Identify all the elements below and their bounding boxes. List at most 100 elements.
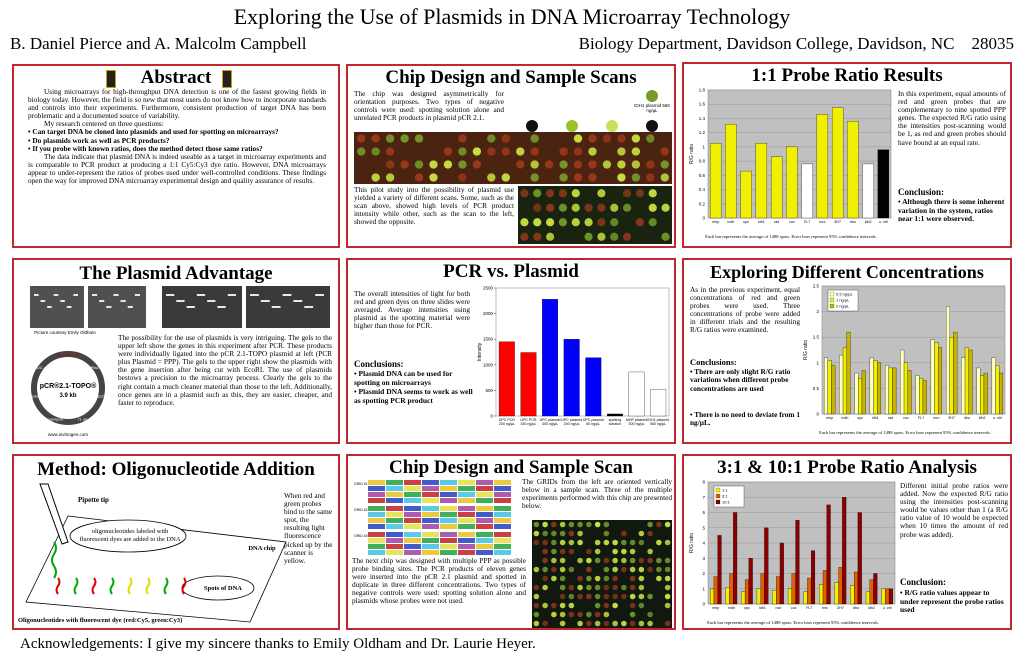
grid-cell [440, 498, 457, 503]
gel-band [227, 294, 236, 296]
gel [162, 286, 242, 328]
source: www.invitrogen.com [48, 432, 88, 437]
y-tick-label: 2 [816, 309, 819, 314]
bar [949, 337, 954, 415]
scan-spot [603, 620, 610, 627]
grid-cell [422, 518, 439, 523]
grid-cell [476, 480, 493, 485]
spot-label: IDH1 plasmid 560 ng/µL [634, 103, 670, 113]
grid-cell [458, 498, 475, 503]
bar [991, 357, 996, 415]
y-tick-label: 2500 [483, 286, 494, 291]
map-label: Kanamycin [43, 417, 63, 422]
grid-cell [404, 492, 421, 497]
scan-spot [577, 521, 583, 528]
scan-spot [558, 218, 568, 227]
grid-cell [440, 544, 457, 549]
scan-spot [597, 189, 606, 198]
label: Oligonucleotides with fluorescent dye (r… [18, 617, 183, 624]
bar [831, 107, 844, 219]
scan-spot [664, 575, 671, 582]
scan-spot [568, 584, 575, 591]
panel-title: PCR vs. Plasmid [443, 261, 579, 282]
legend-swatch [715, 499, 721, 505]
bar [922, 380, 927, 415]
scan-spot [629, 611, 636, 618]
bar [934, 342, 939, 415]
scan-spot [400, 134, 409, 143]
y-axis-label: Intensity [477, 342, 483, 361]
spot [646, 90, 658, 102]
scan-spot [542, 521, 548, 528]
plasmid-panel: The Plasmid Advantage Picture courtesy E… [12, 258, 340, 444]
grid-label: GRID #3 [354, 534, 368, 538]
scan-spot [603, 539, 610, 546]
grid-cell [494, 532, 511, 537]
bar [717, 535, 722, 605]
scan-spot [542, 620, 548, 627]
bar [740, 170, 752, 219]
bar [826, 504, 831, 605]
conclusion: • R/G ratio values appear to under repre… [900, 588, 1004, 614]
scan-spot [568, 611, 575, 618]
grid-cell [440, 532, 457, 537]
scan-spot [594, 575, 601, 582]
scan-spot [357, 147, 366, 156]
bar [786, 146, 798, 219]
scan-spot [660, 160, 669, 169]
scan-spot [558, 189, 568, 198]
scan-spot [664, 539, 671, 546]
scan-spot [542, 530, 548, 537]
grid-cell [458, 512, 475, 517]
x-tick-label: FL7 [918, 416, 924, 420]
label: Spots of DNA [204, 585, 242, 592]
grid-cell [386, 486, 403, 491]
x-tick-label: u. ctrl [883, 606, 892, 610]
affiliation: Biology Department, Davidson College, Da… [578, 34, 1014, 53]
scan-spot [656, 566, 662, 573]
grid-cell [368, 518, 385, 523]
conclusion: • Although there is some inherent variat… [898, 197, 1005, 223]
grid-cell [404, 498, 421, 503]
scan-spot [568, 548, 575, 555]
bar [650, 389, 667, 417]
scan-spot [551, 557, 557, 564]
bar [865, 591, 870, 605]
y-tick-label: 6 [702, 510, 705, 515]
bar [710, 588, 715, 605]
scan-spot [594, 557, 601, 564]
bar [892, 367, 897, 415]
scan-spot [664, 584, 671, 591]
gel-band [73, 294, 78, 296]
grid-cell [368, 512, 385, 517]
scan-spot [516, 160, 525, 169]
scan-spot [660, 173, 669, 182]
scan-spot [414, 134, 424, 143]
gel-band [260, 300, 270, 302]
grid-cell [368, 480, 385, 485]
scan-spot [621, 584, 627, 591]
grid-cell [440, 524, 457, 529]
pipette [39, 483, 69, 545]
panel-title: Chip Design and Sample Scan [389, 457, 633, 478]
scan-spot [458, 147, 467, 156]
scan-spot [629, 557, 636, 564]
bar [877, 362, 882, 415]
scan-spot [533, 539, 540, 546]
grid-label: GRID #2 [354, 508, 368, 512]
gel-band [127, 306, 133, 308]
scan-spot [629, 584, 636, 591]
scan-spot [612, 548, 618, 555]
label-line: UPC PCR [499, 418, 516, 422]
grid-cell [494, 544, 511, 549]
bar [760, 573, 765, 605]
x-tick-label: FL7 [804, 220, 810, 224]
scan-spot [577, 557, 583, 564]
y-tick-label: 5 [702, 525, 705, 530]
scan-spot [646, 134, 655, 143]
bar [862, 163, 874, 219]
grid-cell [458, 532, 475, 537]
y-tick-label: 2.5 [813, 284, 820, 289]
scan-spot [568, 521, 575, 528]
gel-band [134, 294, 140, 296]
